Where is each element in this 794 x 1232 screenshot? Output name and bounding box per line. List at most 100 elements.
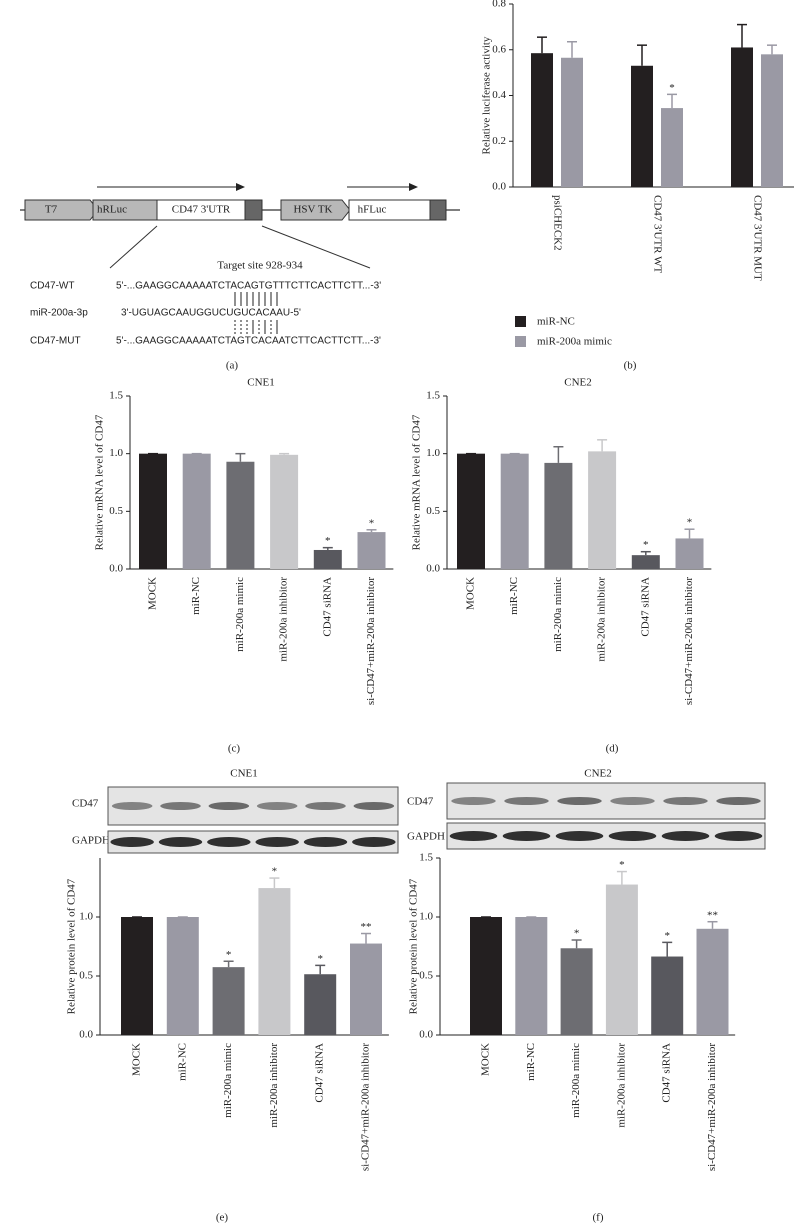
y-tick-label: 0.0 <box>492 181 506 193</box>
blot-band <box>111 802 153 810</box>
x-tick-label: miR-200a inhibitor <box>596 577 608 662</box>
panel-label: (d) <box>606 743 619 755</box>
polya-box <box>244 199 263 221</box>
bar <box>258 888 291 1035</box>
x-tick-label: si-CD47+miR-200a inhibitor <box>365 577 377 705</box>
bar <box>212 967 245 1035</box>
x-tick-label: miR-NC <box>508 577 520 615</box>
zoom-line <box>261 225 371 269</box>
blot-band <box>256 802 298 810</box>
x-tick-label: miR-200a mimic <box>570 1043 582 1118</box>
y-tick-label: 0.2 <box>492 135 506 147</box>
bar <box>631 555 660 569</box>
blot-band <box>716 797 761 805</box>
x-tick-label: miR-NC <box>525 1043 537 1081</box>
x-tick-label: CD47 3'UTR MUT <box>751 195 763 281</box>
hsv-box <box>280 199 351 221</box>
blot <box>107 786 399 826</box>
blot-band <box>608 831 657 841</box>
x-tick-label: MOCK <box>480 1043 492 1076</box>
x-tick-label: CD47 siRNA <box>661 1043 673 1103</box>
bar <box>696 928 729 1035</box>
bar <box>139 453 167 569</box>
blot-band <box>160 802 201 810</box>
significance: * <box>226 949 232 961</box>
element-label: hRLuc <box>97 204 127 216</box>
significance: ** <box>361 921 372 933</box>
y-axis-label: Relative mRNA level of CD47 <box>94 414 106 550</box>
bar <box>226 461 255 569</box>
row-label: CD47-MUT <box>30 336 81 347</box>
y-tick-label: 1.5 <box>109 390 123 402</box>
x-tick-label: si-CD47+miR-200a inhibitor <box>360 1043 372 1171</box>
bar <box>500 453 529 569</box>
x-tick-label: miR-NC <box>190 577 202 615</box>
blot-band <box>663 797 708 805</box>
significance: * <box>643 539 649 551</box>
y-tick-label: 0.0 <box>109 563 123 575</box>
blot-band <box>208 802 250 810</box>
x-tick-label: miR-200a inhibitor <box>278 577 290 662</box>
significance: ** <box>707 909 718 921</box>
bar <box>457 453 485 569</box>
x-tick-label: miR-200a mimic <box>222 1043 234 1118</box>
x-tick-label: CD47 3'UTR WT <box>651 195 663 273</box>
significance: * <box>272 866 278 878</box>
blot-lane: CD47 <box>407 796 434 808</box>
target-site: Target site 928-934 <box>217 260 303 272</box>
blot-title: CNE1 <box>230 768 258 780</box>
sequence: 5'-...GAAGGCAAAAATCTACAGTGTTTCTTCACTTCTT… <box>116 281 381 292</box>
arrow-head <box>409 183 418 191</box>
y-tick-label: 1.0 <box>419 911 433 923</box>
t7-box <box>24 199 99 221</box>
significance: * <box>664 930 670 942</box>
x-tick-label: miR-NC <box>176 1043 188 1081</box>
y-tick-label: 0.6 <box>492 43 506 55</box>
y-tick-label: 0.0 <box>426 563 440 575</box>
x-tick-label: miR-200a inhibitor <box>268 1043 280 1128</box>
y-tick-label: 1.0 <box>109 447 123 459</box>
blot-band <box>305 802 346 810</box>
blot-band <box>504 797 549 805</box>
sequence: 5'-...GAAGGCAAAAATCTAGTCACAATCTTCACTTCTT… <box>116 336 381 347</box>
bar <box>515 917 548 1035</box>
blot <box>446 822 766 850</box>
blot-band <box>158 837 203 847</box>
bar <box>731 47 753 188</box>
y-tick-label: 1.0 <box>426 447 440 459</box>
element-label: hFLuc <box>358 204 387 216</box>
significance: * <box>317 953 323 965</box>
legend-swatch <box>515 316 526 327</box>
significance: * <box>325 535 331 547</box>
panel-label: (a) <box>226 360 239 372</box>
chart-title: CNE2 <box>564 377 592 389</box>
blot-band <box>451 797 496 805</box>
arrow-head <box>236 183 245 191</box>
x-tick-label: miR-200a mimic <box>552 577 564 652</box>
y-tick-label: 0.5 <box>79 970 93 982</box>
y-tick-label: 0.4 <box>492 89 506 101</box>
significance: * <box>369 517 375 529</box>
x-tick-label: MOCK <box>465 577 477 610</box>
blot-lane: GAPDH <box>72 835 110 847</box>
bar <box>605 884 638 1035</box>
panel-label: (e) <box>216 1212 229 1224</box>
blot <box>107 830 399 854</box>
blot-title: CNE2 <box>584 768 612 780</box>
x-tick-label: si-CD47+miR-200a inhibitor <box>706 1043 718 1171</box>
y-axis-label: Relative luciferase activity <box>481 36 493 154</box>
row-label: CD47-WT <box>30 281 74 292</box>
bar <box>761 54 783 188</box>
bar <box>121 917 153 1035</box>
zoom-line <box>109 225 158 269</box>
bar <box>166 917 199 1035</box>
y-tick-label: 0.5 <box>109 505 123 517</box>
bar <box>661 108 683 187</box>
y-tick-label: 0.5 <box>426 505 440 517</box>
bar <box>470 917 502 1035</box>
bar <box>313 549 342 569</box>
y-axis-label: Relative protein level of CD47 <box>408 878 420 1014</box>
x-tick-label: miR-200a inhibitor <box>615 1043 627 1128</box>
y-tick-label: 1.5 <box>419 852 433 864</box>
